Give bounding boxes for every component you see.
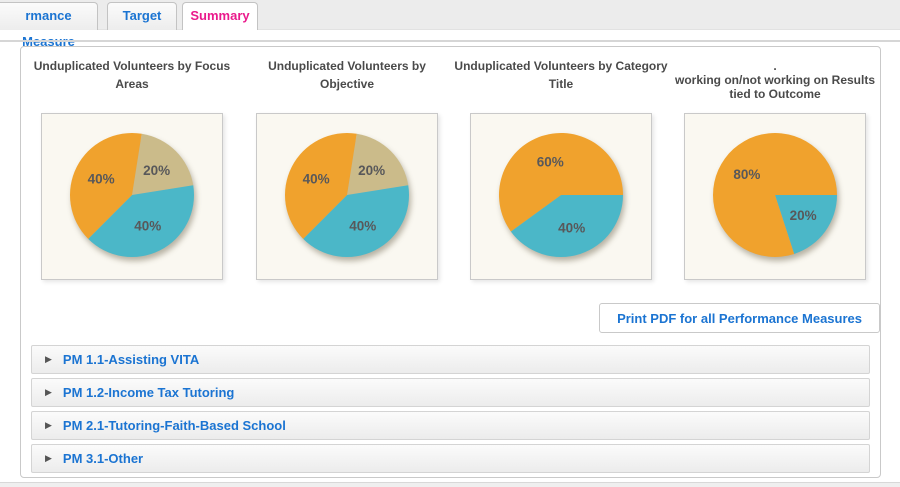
- pie-slice-label: 20%: [358, 163, 385, 178]
- accordion-row-label: PM 2.1-Tutoring-Faith-Based School: [62, 418, 286, 433]
- pie-slice-label: 40%: [349, 218, 376, 233]
- accordion-row-pm-3-1[interactable]: ▶ PM 3.1-Other: [31, 444, 870, 473]
- chart-column-results-outcome: . working on/not working on Results tied…: [675, 57, 875, 292]
- pie-chart-focus-areas: 20% 40% 40%: [69, 132, 195, 258]
- chart-title-objective: Unduplicated Volunteers by Objective: [268, 59, 426, 91]
- chart-column-objective: Unduplicated Volunteers by Objective 20%…: [256, 57, 438, 292]
- tab-target[interactable]: Target: [107, 2, 177, 30]
- pie-slice: [775, 195, 837, 254]
- pie-slice: [499, 132, 623, 232]
- accordion-row-label: PM 1.1-Assisting VITA: [62, 352, 200, 367]
- pie-slice: [303, 185, 410, 258]
- tab-performance-measure[interactable]: rmance Measure: [0, 2, 98, 49]
- pie-slice-label: 40%: [558, 221, 585, 236]
- footer-bar: [0, 482, 900, 487]
- pie-slice: [132, 133, 194, 195]
- separator-line: [0, 40, 900, 42]
- pie-chart-objective: 20% 40% 40%: [284, 132, 410, 258]
- chevron-right-icon: ▶: [45, 453, 52, 463]
- pie-slice-label: 60%: [537, 155, 564, 170]
- pie-slice: [284, 132, 357, 239]
- accordion-row-label: PM 1.2-Income Tax Tutoring: [62, 385, 235, 400]
- chart-box-results-outcome: 20% 80%: [684, 113, 866, 280]
- pie-slice-label: 80%: [733, 167, 760, 182]
- pie-slice-label: 20%: [790, 208, 817, 223]
- chart-box-focus-areas: 20% 40% 40%: [41, 113, 223, 280]
- pie-slice: [88, 185, 195, 258]
- chevron-right-icon: ▶: [45, 420, 52, 430]
- pm-accordion: ▶ PM 1.1-Assisting VITA ▶ PM 1.2-Income …: [31, 345, 870, 477]
- pie-chart-results-outcome: 20% 80%: [713, 133, 837, 258]
- accordion-row-pm-1-2[interactable]: ▶ PM 1.2-Income Tax Tutoring: [31, 378, 870, 407]
- pie-slice: [347, 133, 409, 195]
- pie-slice-label: 20%: [143, 163, 170, 178]
- pie-slice-label: 40%: [134, 218, 161, 233]
- accordion-row-label: PM 3.1-Other: [62, 451, 144, 466]
- tab-bar: rmance Measure Target Summary: [0, 0, 900, 49]
- accordion-row-pm-1-1[interactable]: ▶ PM 1.1-Assisting VITA: [31, 345, 870, 374]
- print-pdf-button[interactable]: Print PDF for all Performance Measures: [599, 303, 880, 333]
- chart-title-focus-areas: Unduplicated Volunteers by Focus Areas: [33, 59, 231, 91]
- chart-title-results-outcome: . working on/not working on Results tied…: [675, 59, 875, 101]
- content-panel: Unduplicated Volunteers by Focus Areas 2…: [20, 46, 881, 478]
- pie-slice: [69, 132, 142, 239]
- pie-slice-label: 40%: [303, 172, 330, 187]
- chart-column-category-title: Unduplicated Volunteers by Category Titl…: [454, 57, 668, 292]
- pie-slice-label: 40%: [88, 172, 115, 187]
- pie-chart-category-title: 40% 60%: [499, 132, 623, 257]
- pie-slice: [510, 195, 623, 257]
- chart-column-focus-areas: Unduplicated Volunteers by Focus Areas 2…: [34, 57, 230, 292]
- chart-box-objective: 20% 40% 40%: [256, 113, 438, 280]
- chevron-right-icon: ▶: [45, 354, 52, 364]
- tab-summary[interactable]: Summary: [182, 2, 258, 30]
- chart-title-category-title: Unduplicated Volunteers by Category Titl…: [454, 59, 668, 91]
- accordion-row-pm-2-1[interactable]: ▶ PM 2.1-Tutoring-Faith-Based School: [31, 411, 870, 440]
- pie-slice: [713, 133, 837, 258]
- chart-box-category-title: 40% 60%: [470, 113, 652, 280]
- chevron-right-icon: ▶: [45, 387, 52, 397]
